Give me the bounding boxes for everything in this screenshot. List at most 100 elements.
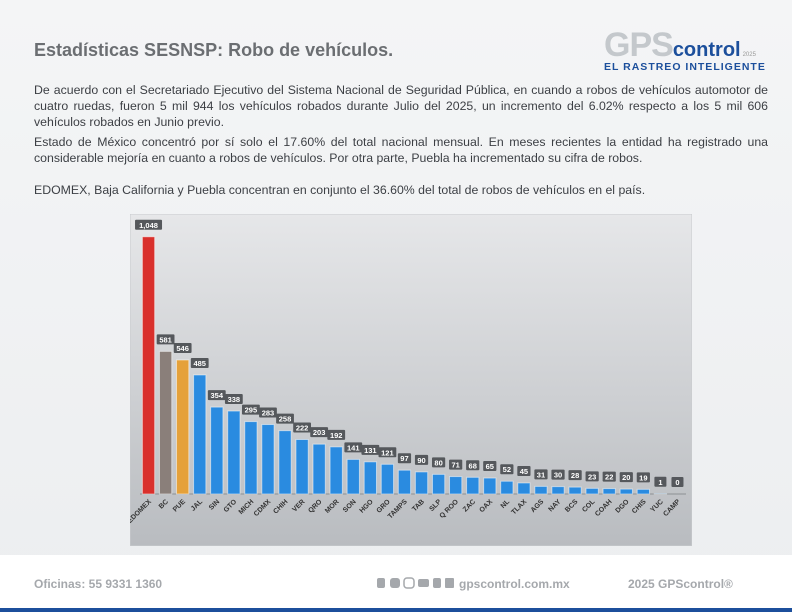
value-label: 68	[469, 461, 477, 470]
value-label-box	[449, 459, 463, 470]
bar	[295, 439, 309, 495]
value-label-box	[207, 390, 226, 401]
value-label-box	[310, 427, 329, 438]
bar	[312, 443, 326, 495]
value-label-box	[585, 471, 599, 482]
value-label: 45	[520, 467, 528, 476]
bar	[329, 446, 343, 495]
value-label: 28	[571, 471, 579, 480]
value-label-box	[671, 477, 684, 487]
paragraph: De acuerdo con el Secretariado Ejecutivo…	[34, 83, 768, 129]
value-label: 1	[658, 478, 662, 487]
value-label-box	[636, 472, 650, 483]
logo-sub: control	[672, 39, 741, 61]
value-label-box	[534, 469, 548, 480]
bar	[602, 488, 616, 495]
bar	[363, 461, 377, 495]
bar	[380, 463, 395, 495]
value-label: 1,048	[139, 221, 158, 230]
value-label: 23	[588, 472, 596, 481]
value-label: 97	[400, 454, 408, 463]
value-label: 222	[296, 424, 309, 433]
bar	[534, 485, 548, 495]
value-label: 354	[211, 391, 224, 400]
value-label: 31	[537, 470, 545, 479]
value-label-box	[173, 342, 192, 353]
social-icons	[377, 577, 454, 589]
value-label: 19	[639, 473, 647, 482]
value-label-box	[568, 470, 582, 481]
bar	[176, 359, 190, 495]
value-label: 80	[434, 458, 442, 467]
value-label-box	[378, 447, 397, 458]
logo-main: GPS	[604, 26, 674, 64]
value-label-box	[602, 471, 616, 482]
value-label: 71	[451, 461, 459, 470]
bar	[346, 458, 360, 495]
value-label-box	[276, 413, 294, 424]
bar	[414, 471, 429, 495]
bar	[261, 424, 275, 495]
page-title: Estadísticas SESNSP: Robo de vehículos.	[34, 40, 394, 60]
value-label-box	[135, 219, 163, 230]
bar	[619, 488, 633, 495]
value-label-box	[224, 394, 243, 405]
footer-bar	[0, 608, 792, 612]
value-label-box	[466, 460, 480, 471]
value-label: 121	[381, 448, 394, 457]
value-label: 546	[176, 344, 189, 353]
bar	[449, 476, 463, 495]
logo: GPScontrol 2025 EL RASTREO INTELIGENTE	[604, 26, 774, 73]
bar	[551, 486, 565, 495]
value-label: 283	[262, 409, 275, 418]
copyright: 2025 GPScontrol®	[628, 577, 733, 591]
bar	[517, 482, 531, 495]
bar	[397, 469, 412, 495]
value-label-box	[344, 442, 363, 453]
value-label-box	[551, 469, 565, 480]
value-label-box	[654, 476, 667, 487]
paragraph: Estado de México concentró por sí solo e…	[34, 135, 768, 165]
chart: 1,048EDOMEX581BC546PUE485JAL354SIN338GTO…	[130, 214, 692, 546]
bar	[431, 473, 446, 495]
bar	[227, 410, 241, 495]
value-label: 52	[503, 465, 511, 474]
chart-background	[130, 214, 692, 546]
bar	[244, 421, 258, 495]
value-label: 203	[313, 428, 326, 437]
logo-year: 2025	[742, 52, 756, 58]
value-label: 338	[228, 395, 241, 404]
value-label-box	[483, 461, 497, 472]
bar	[568, 486, 582, 495]
bar	[500, 480, 514, 495]
bar	[278, 430, 292, 495]
bar	[483, 477, 497, 495]
value-label-box	[500, 464, 514, 475]
value-label-box	[293, 422, 311, 433]
value-label: 90	[417, 456, 425, 465]
value-label-box	[619, 472, 633, 483]
website[interactable]: gpscontrol.com.mx	[459, 577, 570, 591]
footer: Oficinas: 55 9331 1360 gpscontrol.com.mx…	[0, 555, 792, 612]
value-label-box	[156, 334, 175, 345]
bar	[193, 374, 207, 495]
value-label: 65	[486, 462, 494, 471]
value-label: 20	[622, 473, 630, 482]
bar	[210, 406, 224, 495]
value-label-box	[397, 453, 412, 464]
value-label-box	[361, 444, 380, 455]
value-label: 258	[279, 415, 292, 424]
value-label: 581	[159, 335, 172, 344]
value-label-box	[414, 454, 429, 465]
value-label: 131	[364, 446, 377, 455]
value-label: 295	[245, 406, 258, 415]
bar	[158, 350, 173, 495]
bar	[585, 487, 599, 495]
value-label-box	[242, 404, 260, 415]
value-label: 30	[554, 471, 562, 480]
value-label-box	[327, 429, 346, 440]
value-label: 192	[330, 431, 343, 440]
value-label: 22	[605, 473, 613, 482]
value-label-box	[259, 407, 277, 418]
